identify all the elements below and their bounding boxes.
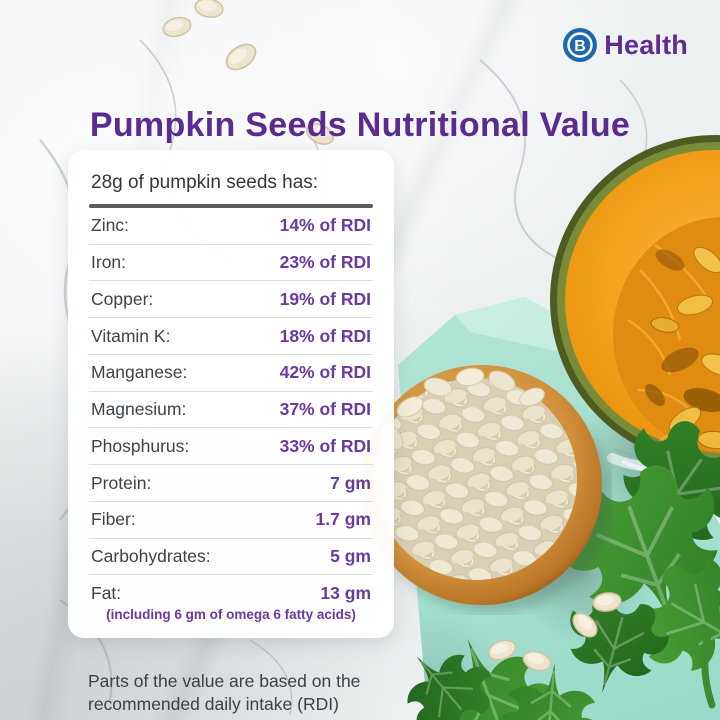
table-row: Vitamin K: 18% of RDI <box>89 318 373 355</box>
footer-line-1: Parts of the value are based on the <box>88 670 361 691</box>
row-label: Zinc: <box>91 215 129 236</box>
row-value: 13 gm <box>320 582 371 603</box>
row-label: Phosphurus: <box>91 435 190 456</box>
table-row: Copper: 19% of RDI <box>89 281 373 319</box>
table-row: Carbohydrates: 5 gm <box>89 539 373 576</box>
row-value: 23% of RDI <box>279 252 371 273</box>
fat-note: (including 6 gm of omega 6 fatty acids) <box>106 607 356 622</box>
row-label: Fat: <box>91 582 122 603</box>
row-label: Copper: <box>91 288 154 309</box>
table-row: Phosphurus: 33% of RDI <box>89 428 373 466</box>
halved-pumpkin-illustration <box>550 135 720 474</box>
row-value: 7 gm <box>330 472 371 493</box>
nutrition-card: 28g of pumpkin seeds has: Zinc: 14% of R… <box>68 150 394 638</box>
row-label: Magnesium: <box>91 399 187 420</box>
seed-heap-edge <box>380 367 545 450</box>
row-label: Iron: <box>91 252 127 273</box>
table-row: Manganese: 42% of RDI <box>89 355 373 392</box>
svg-text:B: B <box>575 38 587 55</box>
table-row: Protein: 7 gm <box>89 465 373 502</box>
page-title: Pumpkin Seeds Nutritional Value <box>89 105 631 144</box>
row-label: Protein: <box>91 472 152 493</box>
b-circle-icon: B <box>563 28 598 62</box>
row-label: Carbohydrates: <box>91 545 211 566</box>
row-value: 5 gm <box>330 545 371 566</box>
row-label: Vitamin K: <box>91 325 171 346</box>
table-row: Fiber: 1.7 gm <box>89 502 373 539</box>
footer-note: Parts of the value are based on the reco… <box>88 670 360 716</box>
green-leaves-illustration <box>390 410 720 720</box>
table-row: Zinc: 14% of RDI <box>89 208 373 245</box>
table-row: Magnesium: 37% of RDI <box>89 392 373 429</box>
card-header-divider <box>89 204 373 208</box>
nutrition-rows: Zinc: 14% of RDI Iron: 23% of RDI Copper… <box>89 208 373 611</box>
row-value: 14% of RDI <box>279 215 371 236</box>
pumpkin-cavity-seeds <box>645 246 720 450</box>
table-row: Fat: 13 gm <box>89 575 373 611</box>
row-value: 42% of RDI <box>279 362 371 383</box>
brand-name: Health <box>604 29 688 60</box>
table-row: Iron: 23% of RDI <box>89 245 373 282</box>
row-value: 1.7 gm <box>315 509 371 530</box>
row-value: 33% of RDI <box>279 435 371 456</box>
row-value: 37% of RDI <box>279 399 371 420</box>
row-label: Fiber: <box>91 509 136 530</box>
brand-logo: B Health <box>563 28 688 62</box>
wooden-bowl-of-pumpkin-seeds-illustration <box>362 365 612 612</box>
card-header: 28g of pumpkin seeds has: <box>91 172 319 193</box>
row-value: 19% of RDI <box>279 288 371 309</box>
footer-line-2: recommended daily intake (RDI) <box>88 693 339 714</box>
row-value: 18% of RDI <box>279 325 371 346</box>
row-label: Manganese: <box>91 362 188 383</box>
